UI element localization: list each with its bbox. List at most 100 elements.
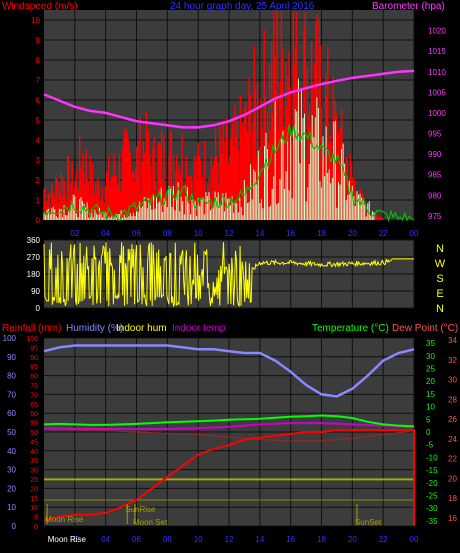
annotation-label: Moon Rise <box>48 535 87 544</box>
temp-x-tick-label: 22 <box>379 535 388 544</box>
baro-tick-label: 1010 <box>428 68 446 77</box>
baro-tick-label: 975 <box>428 212 442 221</box>
wind-x-tick-label: 20 <box>348 229 357 238</box>
baro-tick-label: 1015 <box>428 47 446 56</box>
rain-tick-label: 95 <box>30 345 38 352</box>
temp-x-tick-label: 08 <box>163 535 172 544</box>
baro-tick-label: 980 <box>428 191 442 200</box>
dir-tick-label: 270 <box>27 253 41 262</box>
temperature-series <box>43 414 415 428</box>
rain-tick-label: 80 <box>30 374 38 381</box>
humidity-tick-label: 50 <box>7 428 16 437</box>
wind-tick-label: 1 <box>36 196 41 205</box>
compass-label: N <box>436 303 444 315</box>
humidity-tick-label: 60 <box>7 409 16 418</box>
baro-tick-label: 985 <box>428 171 442 180</box>
windspeed-series <box>43 12 384 220</box>
temp-x-tick-label: 14 <box>255 535 264 544</box>
wind-tick-label: 6 <box>36 96 41 105</box>
annotation-label: SunSet <box>355 518 382 527</box>
wind-tick-label: 5 <box>36 116 41 125</box>
wind-tick-label: 0 <box>36 216 41 225</box>
humidity-tick-label: 80 <box>7 372 16 381</box>
dew-tick-label: 26 <box>448 415 457 424</box>
rain-tick-label: 100 <box>26 336 38 343</box>
baro-tick-label: 1000 <box>428 109 446 118</box>
rain-tick-label: 0 <box>34 524 38 531</box>
wind-x-tick-label: 18 <box>317 229 326 238</box>
dir-tick-label: 90 <box>31 287 40 296</box>
wind-tick-label: 3 <box>36 156 41 165</box>
indoor-temp-series <box>43 422 415 430</box>
compass-label: W <box>435 258 446 270</box>
temp-x-tick-label: 10 <box>194 535 203 544</box>
dew-tick-label: 22 <box>448 455 457 464</box>
page-title: 24 hour graph day, 25 April 2016 <box>170 1 315 12</box>
rain-tick-label: 45 <box>30 439 38 446</box>
humidity-tick-label: 70 <box>7 390 16 399</box>
rain-tick-label: 20 <box>30 486 38 493</box>
indoor-hum-label: Indoor hum <box>116 323 167 334</box>
temp-tick-label: -20 <box>426 479 438 488</box>
temperature-label: Temperature (°C) <box>312 323 389 334</box>
compass-label: N <box>436 243 444 255</box>
temp-tick-label: 20 <box>426 377 435 386</box>
dew-point-label: Dew Point (°C) <box>392 323 458 334</box>
humidity-tick-label: 100 <box>3 334 17 343</box>
temp-x-tick-label: 02 <box>70 535 79 544</box>
temp-x-tick-label: 20 <box>348 535 357 544</box>
humidity-series <box>43 344 415 398</box>
annotation-label: Moon Set <box>133 518 168 527</box>
dew-tick-label: 32 <box>448 356 457 365</box>
dew-tick-label: 16 <box>448 514 457 523</box>
rainfall-series <box>43 429 415 526</box>
wind-x-tick-label: 16 <box>286 229 295 238</box>
temp-x-tick-label: 18 <box>317 535 326 544</box>
temp-tick-label: 25 <box>426 364 435 373</box>
temp-tick-label: -10 <box>426 453 438 462</box>
baro-tick-label: 990 <box>428 150 442 159</box>
temp-tick-label: 35 <box>426 339 435 348</box>
rain-tick-label: 65 <box>30 402 38 409</box>
temp-x-tick-label: 04 <box>101 535 110 544</box>
windspeed-label: Windspeed (m/s) <box>2 1 78 12</box>
baro-tick-label: 1020 <box>428 27 446 36</box>
temp-tick-label: -5 <box>426 441 434 450</box>
baro-tick-label: 995 <box>428 130 442 139</box>
wind-x-tick-label: 12 <box>225 229 234 238</box>
dew-tick-label: 34 <box>448 336 457 345</box>
temp-tick-label: -30 <box>426 504 438 513</box>
wind-x-tick-label: 04 <box>101 229 110 238</box>
temp-tick-label: 5 <box>426 415 431 424</box>
dew-tick-label: 30 <box>448 376 457 385</box>
compass-label: S <box>436 273 443 285</box>
rain-tick-label: 50 <box>30 430 38 437</box>
dew-point-series <box>43 428 415 442</box>
wind-tick-label: 7 <box>36 76 41 85</box>
rain-tick-label: 70 <box>30 392 38 399</box>
baro-tick-label: 1005 <box>428 88 446 97</box>
rain-tick-label: 85 <box>30 364 38 371</box>
barometer-label: Barometer (hpa) <box>372 1 445 12</box>
rain-tick-label: 40 <box>30 449 38 456</box>
wind-tick-label: 9 <box>36 36 41 45</box>
humidity-tick-label: 30 <box>7 466 16 475</box>
rainfall-label: Rainfall (mm) <box>2 323 61 334</box>
gust-green-series <box>43 124 415 223</box>
wind-x-tick-label: 06 <box>132 229 141 238</box>
temp-tick-label: -25 <box>426 492 438 501</box>
dir-tick-label: 180 <box>27 270 41 279</box>
rain-tick-label: 35 <box>30 458 38 465</box>
temp-tick-label: 15 <box>426 390 435 399</box>
temp-tick-label: 0 <box>426 428 431 437</box>
humidity-label: Humidity (%) <box>66 323 123 334</box>
humidity-tick-label: 90 <box>7 353 16 362</box>
dew-tick-label: 24 <box>448 435 457 444</box>
dew-tick-label: 18 <box>448 494 457 503</box>
rain-tick-label: 30 <box>30 468 38 475</box>
wind-x-tick-label: 14 <box>255 229 264 238</box>
dir-tick-label: 360 <box>27 236 41 245</box>
temp-tick-label: 30 <box>426 352 435 361</box>
